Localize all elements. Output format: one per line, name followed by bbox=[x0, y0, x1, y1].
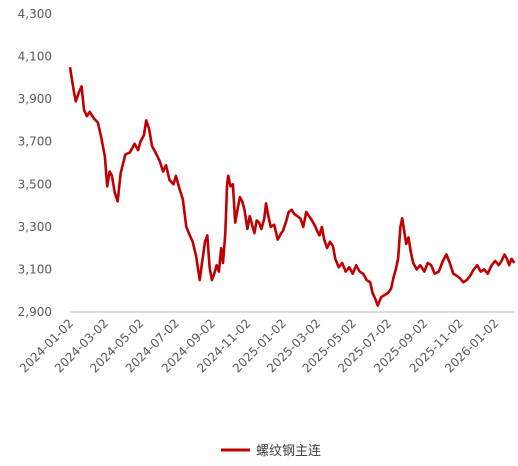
x-axis-tick-labels: 2024-01-022024-03-022024-05-022024-07-02… bbox=[17, 316, 501, 375]
legend-label: 螺纹钢主连 bbox=[256, 443, 321, 459]
y-axis-tick-labels: 2,900 3,100 3,300 3,500 3,700 3,900 4,100 4,300 bbox=[18, 7, 52, 319]
y-tick-label: 4,300 bbox=[18, 7, 52, 21]
y-tick-label: 3,700 bbox=[18, 135, 52, 149]
y-tick-label: 3,900 bbox=[18, 92, 52, 106]
y-tick-label: 3,300 bbox=[18, 220, 52, 234]
y-tick-label: 3,100 bbox=[18, 262, 52, 276]
y-tick-label: 3,500 bbox=[18, 177, 52, 191]
y-tick-label: 2,900 bbox=[18, 305, 52, 319]
y-tick-label: 4,100 bbox=[18, 50, 52, 64]
series-layer bbox=[68, 66, 516, 307]
legend: 螺纹钢主连 bbox=[221, 443, 321, 459]
series-line bbox=[68, 66, 516, 307]
